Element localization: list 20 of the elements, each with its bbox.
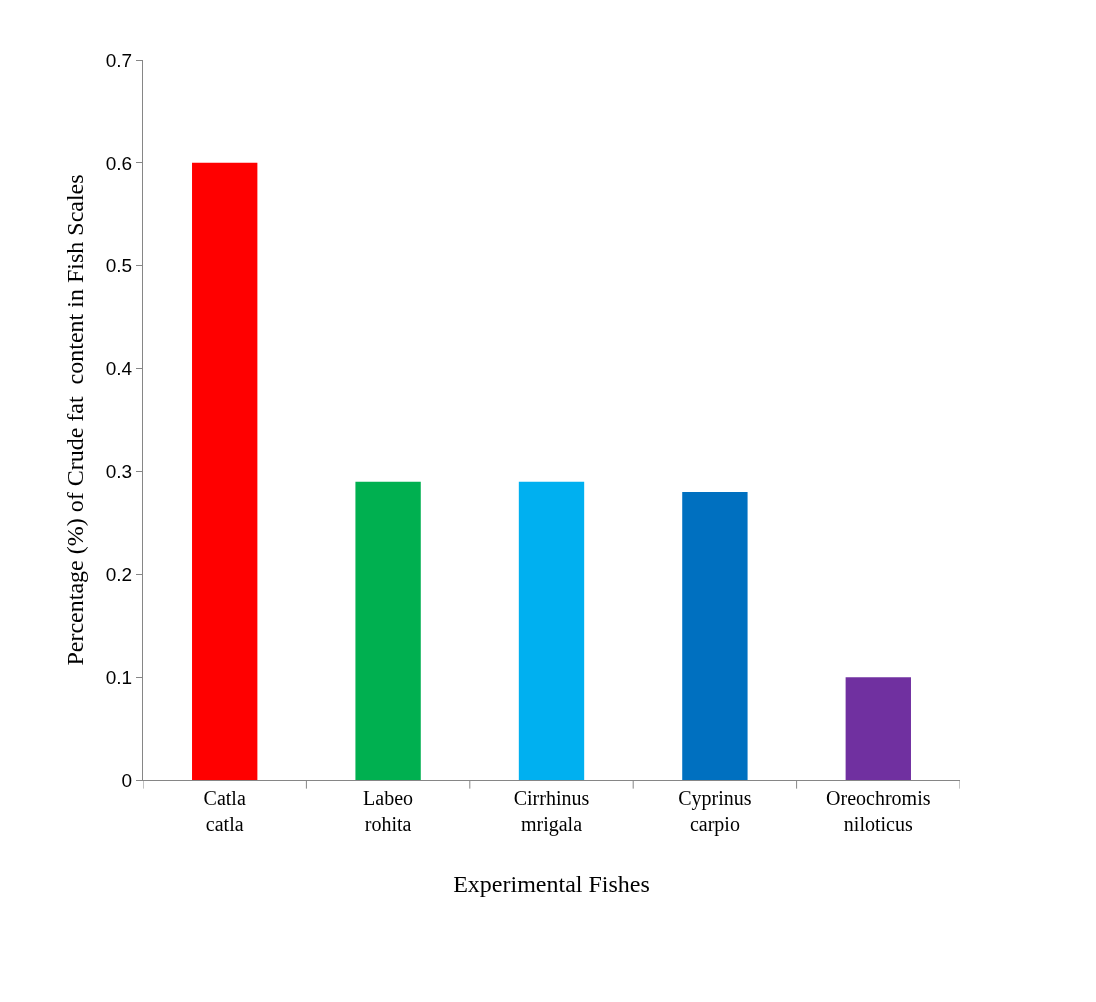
y-axis-title: Percentage (%) of Crude fat content in Fish Scales	[61, 174, 88, 666]
y-tick-label: 0.3	[105, 461, 133, 483]
x-axis-title: Experimental Fishes	[453, 871, 650, 898]
y-tick-label: 0.7	[105, 49, 133, 71]
bar	[845, 677, 911, 780]
bar	[355, 481, 421, 780]
y-tick-label: 0.6	[105, 152, 133, 174]
bar	[192, 162, 258, 780]
y-tick-label: 0.1	[105, 666, 133, 688]
y-tick-label: 0.2	[105, 563, 133, 585]
bar	[518, 481, 585, 780]
x-tick-label: Labeo rohita	[363, 787, 414, 835]
y-tick-label: 0	[121, 769, 133, 791]
y-tick-label: 0.4	[105, 358, 133, 380]
bar	[682, 492, 748, 780]
x-tick-label: Oreochromis niloticus	[826, 787, 931, 835]
x-tick-label: Cyprinus carpio	[678, 787, 752, 836]
x-tick-label: Cirrhinus mrigala	[513, 787, 590, 836]
x-tick-label: Catla catla	[203, 787, 246, 835]
y-tick-label: 0.5	[105, 255, 133, 277]
